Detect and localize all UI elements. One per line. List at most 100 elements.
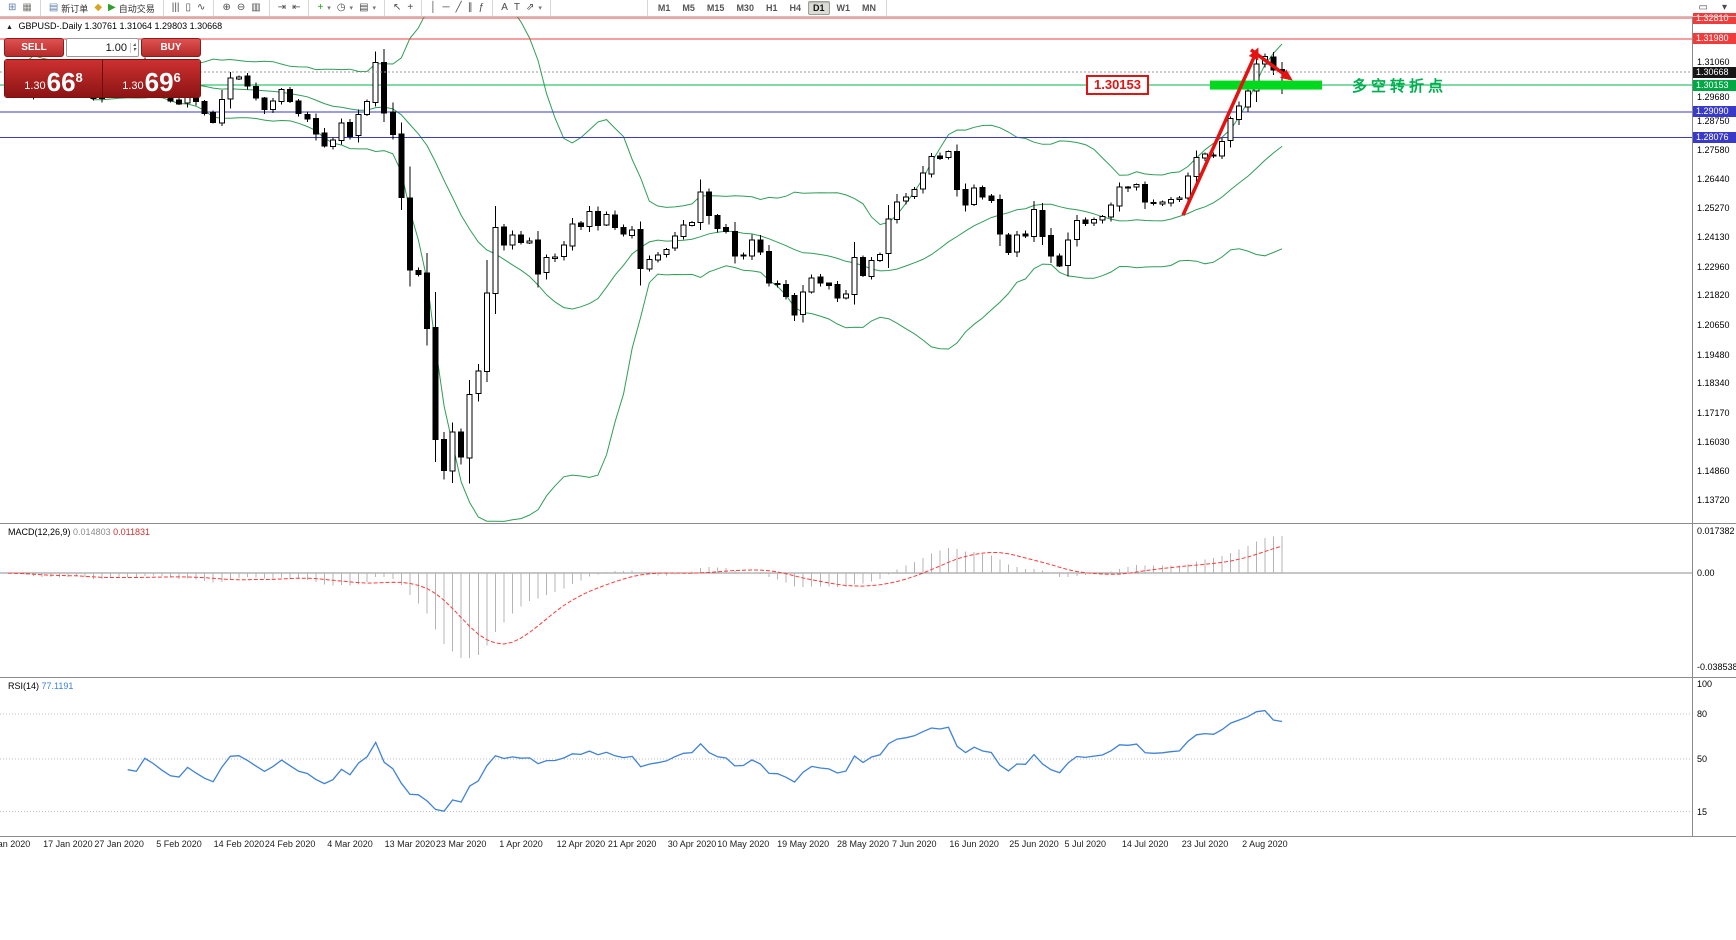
profiles-icon[interactable]: ▦ (19, 1, 34, 15)
candlestick-icon[interactable]: ▯ (183, 1, 195, 15)
timeframe-button-h1[interactable]: H1 (765, 3, 778, 13)
date-label: 14 Jul 2020 (1121, 839, 1169, 849)
zoom-in-icon[interactable]: ⊕ (219, 1, 233, 15)
vertical-line-icon: │ (430, 2, 437, 13)
rsi-splitter[interactable] (0, 677, 1736, 678)
toolbar-groups: ⊞ ▦ ▤ 新订单 ◆ ▶ 自动交易 ||| ▯ ∿ ⊕ ⊖ ▥ ⇥ ⇤ + ▾ ◷ ▾ ▤ ▾ ↖ + │ ─ ╱ ∥ ƒ A T ⇗ ▾ (0, 0, 551, 16)
price-line-tag: 1.28076 (1693, 132, 1736, 144)
templates-icon: ▤ (359, 2, 369, 13)
autotrading-button[interactable]: ▶ 自动交易 (105, 1, 158, 15)
new-chart-icon[interactable]: ⊞ (5, 1, 19, 15)
price-line-tag: 1.29090 (1693, 106, 1736, 118)
timeframe-button-m15[interactable]: M15 (706, 3, 725, 13)
crosshair-icon[interactable]: + (404, 1, 416, 15)
macd-signal-value: 0.011831 (113, 527, 150, 537)
tile-windows-icon[interactable]: ▥ (248, 1, 263, 15)
dropdown-icon: ▾ (1721, 2, 1727, 13)
bid-price[interactable]: 1.30 66 8 (5, 60, 103, 97)
date-label: 7 Jun 2020 (892, 839, 937, 849)
chevron-down-icon: ▾ (327, 5, 331, 12)
ask-price[interactable]: 1.30 69 6 (103, 60, 200, 97)
auto-scroll-icon[interactable]: ⇥ (275, 1, 289, 15)
rsi-panel-canvas[interactable] (0, 678, 1692, 836)
buy-button[interactable]: BUY (141, 38, 201, 57)
cursor-icon[interactable]: ↖ (390, 1, 404, 15)
date-label: 17 Jan 2020 (43, 839, 93, 849)
chevron-down-icon: ▾ (372, 5, 377, 12)
timeframe-button-d1[interactable]: D1 (807, 1, 830, 15)
rsi-scale-label: 15 (1697, 806, 1708, 817)
date-label: 23 Jul 2020 (1181, 839, 1229, 849)
text-label-icon[interactable]: T (511, 1, 523, 15)
chart-shift-icon[interactable]: ⇤ (289, 1, 303, 15)
date-label: 13 Mar 2020 (384, 839, 436, 849)
date-label: 12 Apr 2020 (556, 839, 606, 849)
macd-scale-label: 0.017382 (1697, 525, 1735, 536)
metaeditor-icon: ◆ (94, 2, 103, 13)
timeframe-button-h4[interactable]: H4 (789, 3, 801, 13)
price-scale-label: 1.18340 (1697, 378, 1730, 389)
trendline-icon[interactable]: ╱ (453, 1, 465, 15)
rsi-scale-label: 80 (1697, 709, 1708, 719)
horizontal-line-icon: ─ (442, 2, 450, 13)
spinner-down-icon[interactable]: ▾ (132, 46, 136, 53)
turning-point-note[interactable]: 多空转折点 (1352, 78, 1448, 96)
current-price-tag: 1.30668 (1693, 66, 1736, 78)
date-label: 14 Feb 2020 (213, 839, 265, 849)
cursor-icon: ↖ (393, 2, 402, 13)
sell-button[interactable]: SELL (4, 38, 64, 57)
bid-price-prefix: 1.30 (24, 80, 46, 92)
metaeditor-icon[interactable]: ◆ (91, 1, 105, 15)
price-scale-label: 1.24130 (1697, 232, 1730, 243)
date-label: 21 Apr 2020 (607, 839, 657, 849)
timeframe-button-m5[interactable]: M5 (682, 3, 695, 13)
toolbar-group: ↖ + (385, 0, 423, 16)
lot-spinner[interactable]: ▴ ▾ (129, 41, 136, 53)
lot-size-input[interactable]: 1.00 ▴ ▾ (66, 38, 139, 57)
timeframe-button-w1[interactable]: W1 (836, 3, 851, 13)
text-tool-icon[interactable]: A (498, 1, 511, 15)
date-label: 2 Aug 2020 (1242, 839, 1288, 849)
channel-icon[interactable]: ∥ (465, 1, 476, 15)
price-scale-label: 1.31060 (1697, 57, 1730, 68)
fibonacci-icon: ƒ (478, 2, 485, 13)
horizontal-line-icon[interactable]: ─ (440, 1, 453, 15)
tile-windows-icon: ▥ (251, 2, 261, 13)
price-scale-border (1692, 17, 1693, 836)
new-order-button[interactable]: ▤ 新订单 (46, 1, 91, 15)
fibonacci-icon[interactable]: ƒ (476, 1, 488, 15)
rsi-name: RSI(14) (8, 681, 40, 691)
toolbar-group: ||| ▯ ∿ (164, 0, 215, 16)
main-chart-canvas[interactable] (0, 17, 1692, 523)
bar-chart-icon[interactable]: ||| (169, 1, 183, 15)
price-annotation-label[interactable]: 1.30153 (1086, 75, 1149, 96)
macd-splitter[interactable] (0, 523, 1736, 524)
channel-icon: ∥ (467, 2, 473, 13)
vertical-line-icon[interactable]: │ (427, 1, 439, 15)
price-scale-label: 1.26440 (1697, 173, 1730, 184)
rsi-scale-label: 50 (1697, 754, 1708, 764)
spinner-up-icon[interactable]: ▴ (132, 41, 136, 48)
price-scale-label: 1.21820 (1697, 290, 1730, 301)
chevron-down-icon: ▾ (349, 5, 354, 12)
periods-icon[interactable]: ◷ ▾ (334, 1, 356, 15)
toolbar-group: ▤ 新订单 ◆ ▶ 自动交易 (41, 0, 164, 16)
new-window-icon[interactable]: ▭ (1696, 1, 1711, 15)
profiles-icon: ▦ (22, 2, 32, 13)
timeframe-button-mn[interactable]: MN (862, 3, 876, 13)
toolbar-group: ⊕ ⊖ ▥ (214, 0, 270, 16)
zoom-out-icon[interactable]: ⊖ (234, 1, 248, 15)
one-click-toggle[interactable]: ▲ (6, 24, 13, 31)
price-scale-label: 1.25270 (1697, 203, 1730, 214)
templates-icon[interactable]: ▤ ▾ (356, 1, 379, 15)
indicators-icon[interactable]: + ▾ (314, 1, 333, 15)
timeframe-button-m1[interactable]: M1 (657, 3, 671, 13)
timeframe-button-m30[interactable]: M30 (736, 3, 754, 13)
arrows-tool-icon[interactable]: ⇗ ▾ (523, 1, 545, 15)
dropdown-icon[interactable]: ▾ (1719, 1, 1730, 15)
macd-panel-canvas[interactable] (0, 524, 1692, 677)
toolbar-group: ⊞ ▦ (0, 0, 41, 16)
rsi-scale-label: 100 (1697, 679, 1713, 689)
line-chart-icon[interactable]: ∿ (194, 1, 208, 15)
toolbar-group: + ▾ ◷ ▾ ▤ ▾ (309, 0, 386, 16)
